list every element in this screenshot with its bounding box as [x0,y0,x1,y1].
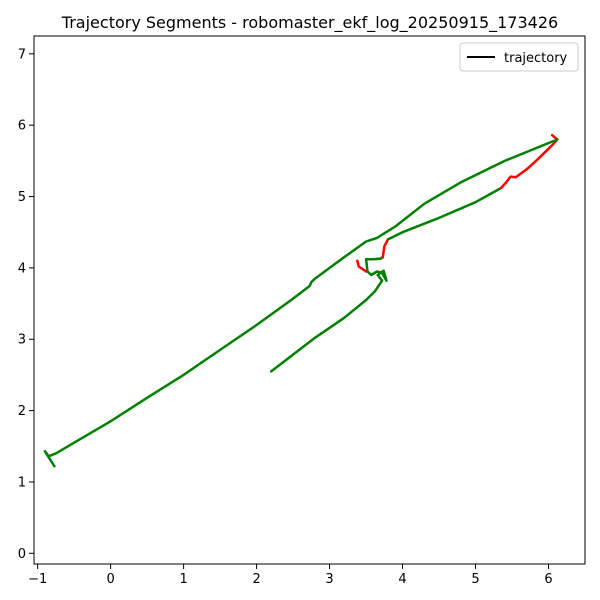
x-tick-label: 4 [398,572,406,587]
x-tick-label: −1 [28,572,47,587]
trajectory-segment-0 [269,255,388,373]
y-tick-label: 2 [18,404,26,419]
trajectory-segment-1 [381,238,390,259]
x-tick-label: 2 [252,572,260,587]
y-tick-label: 6 [18,119,26,134]
x-axis-ticks: −1 0 1 2 3 4 5 6 [28,564,553,587]
trajectory-segment-2 [386,186,503,241]
trajectory-segment-5 [356,259,368,273]
y-tick-label: 5 [18,190,26,205]
trajectory-segment-4 [43,138,559,468]
y-tick-label: 7 [18,47,26,62]
x-tick-label: 5 [471,572,479,587]
trajectory-segments [43,133,559,468]
x-tick-label: 3 [325,572,333,587]
legend: trajectory [459,42,579,72]
x-tick-label: 1 [179,572,187,587]
legend-box [459,42,579,72]
y-tick-label: 0 [18,547,26,562]
y-tick-label: 1 [18,475,26,490]
trajectory-segment-3 [499,133,559,190]
chart-title: Trajectory Segments - robomaster_ekf_log… [61,13,558,33]
y-tick-label: 4 [18,261,26,276]
y-tick-label: 3 [18,333,26,348]
y-axis-ticks: 0 1 2 3 4 5 6 7 [18,47,34,562]
axes-frame [33,35,586,565]
legend-label-trajectory: trajectory [504,51,568,66]
x-tick-label: 0 [106,572,114,587]
x-tick-label: 6 [544,572,552,587]
